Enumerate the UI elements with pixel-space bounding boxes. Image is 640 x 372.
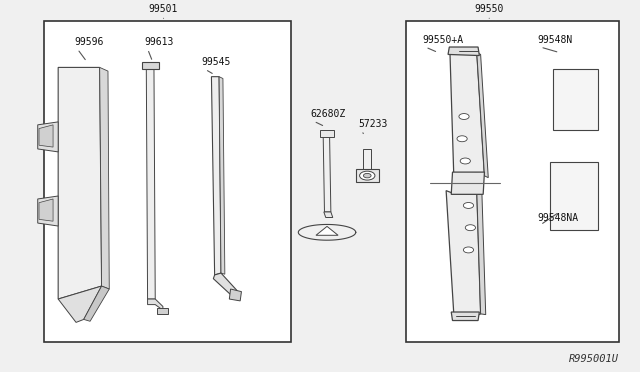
Polygon shape <box>219 77 225 274</box>
Polygon shape <box>316 227 338 235</box>
Polygon shape <box>211 77 221 275</box>
Circle shape <box>459 113 469 119</box>
Polygon shape <box>213 273 237 295</box>
Polygon shape <box>39 125 53 147</box>
Polygon shape <box>451 172 484 194</box>
Text: 99501: 99501 <box>149 4 178 14</box>
Polygon shape <box>38 122 58 152</box>
Polygon shape <box>451 312 479 321</box>
Polygon shape <box>323 136 331 212</box>
Circle shape <box>457 136 467 142</box>
Polygon shape <box>147 67 156 299</box>
Polygon shape <box>229 289 241 301</box>
Text: 99596: 99596 <box>74 37 104 47</box>
Text: 99613: 99613 <box>145 37 173 47</box>
Circle shape <box>460 158 470 164</box>
Polygon shape <box>157 308 168 314</box>
Polygon shape <box>356 169 379 182</box>
Polygon shape <box>298 224 356 240</box>
Polygon shape <box>100 67 109 289</box>
Polygon shape <box>450 49 484 176</box>
Polygon shape <box>38 196 58 226</box>
Polygon shape <box>143 62 159 69</box>
Text: R995001U: R995001U <box>569 354 619 364</box>
Bar <box>550 162 598 231</box>
Polygon shape <box>58 67 102 299</box>
Bar <box>553 69 598 131</box>
Polygon shape <box>320 131 334 137</box>
Text: 99550: 99550 <box>474 4 504 14</box>
Text: 57233: 57233 <box>358 119 388 129</box>
Circle shape <box>465 225 476 231</box>
Polygon shape <box>84 286 109 321</box>
Polygon shape <box>58 286 102 323</box>
Polygon shape <box>324 212 333 218</box>
Text: 99545: 99545 <box>202 57 231 67</box>
Circle shape <box>360 171 375 180</box>
Circle shape <box>463 247 474 253</box>
Circle shape <box>364 173 371 178</box>
Polygon shape <box>477 52 488 178</box>
Polygon shape <box>148 299 163 310</box>
Text: 99548NA: 99548NA <box>537 213 579 223</box>
Text: 99550+A: 99550+A <box>422 35 463 45</box>
Polygon shape <box>448 47 479 55</box>
Circle shape <box>463 202 474 208</box>
Polygon shape <box>446 190 481 318</box>
Polygon shape <box>39 199 53 221</box>
Bar <box>406 21 619 341</box>
Polygon shape <box>477 190 486 315</box>
Text: 99548N: 99548N <box>537 35 572 45</box>
Polygon shape <box>364 149 371 169</box>
Bar <box>44 21 291 341</box>
Text: 62680Z: 62680Z <box>310 109 346 119</box>
